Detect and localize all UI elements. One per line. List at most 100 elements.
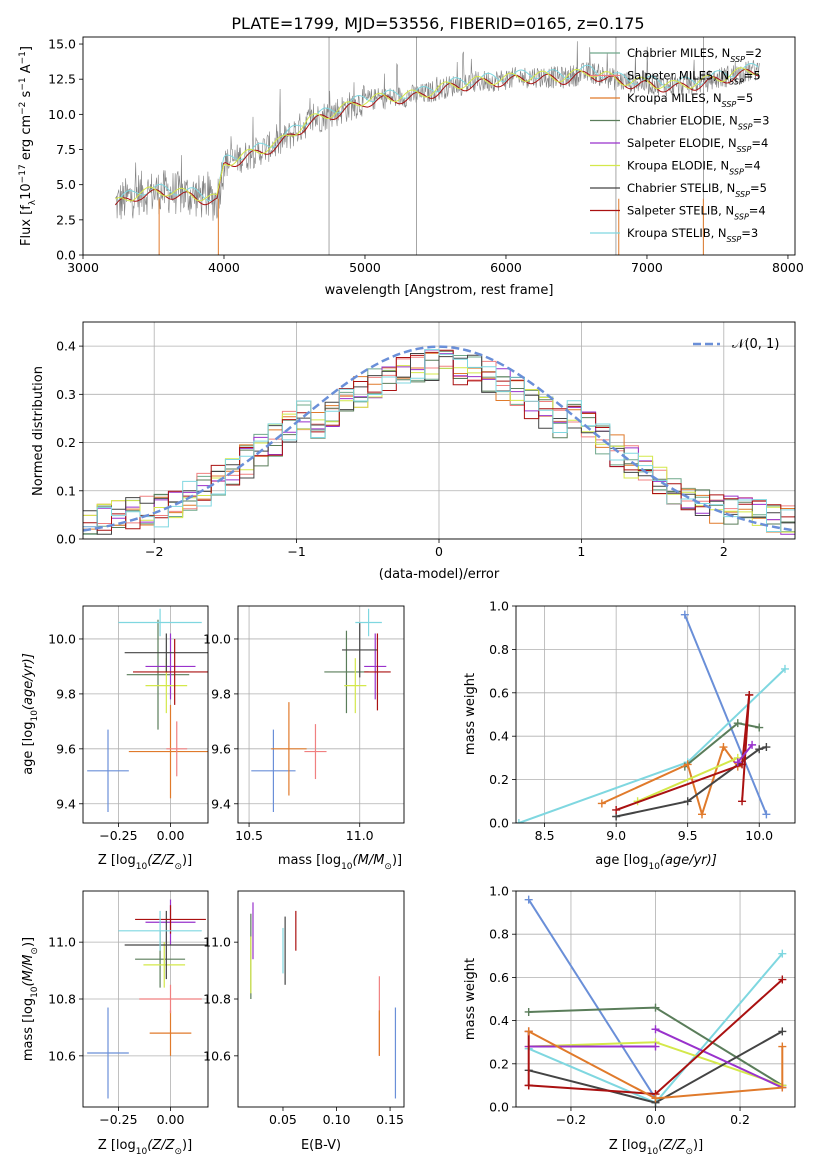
axes-frame [237,605,405,824]
weight-marker [651,1025,660,1034]
errorbar-point [251,729,296,813]
axes-frame [515,605,796,824]
y-tick-label: 10.8 [203,992,231,1007]
weight-marker [755,723,764,732]
axes-weight-vs-age: 8.5 9.0 9.5 10.0 0.0 0.2 0.4 0.6 0.8 1.0 age [log1… [463,599,796,872]
y-tick-label: 0.6 [489,970,509,985]
legend-label-text: Kroupa MILES, N [627,91,722,105]
x-tick-label: 0.05 [269,1112,297,1127]
weight-marker [762,810,771,819]
weight-marker [524,1007,533,1016]
legend-label-eq: =4 [751,136,768,150]
weight-marker [733,758,742,767]
y-axis-label: mass weight [463,958,478,1040]
weight-marker [719,743,728,752]
errorbar-point [135,905,206,934]
legend-label-eq: =4 [744,159,761,173]
errorbar-point [126,619,190,730]
legend-label-sub: SSP [729,167,744,176]
y-tick-label: 11.0 [203,935,231,950]
errorbar-point [364,633,391,711]
errorbar-point [118,608,202,637]
y-tick-label: 0.4 [56,339,76,354]
x-tick-label: 6000 [490,260,522,275]
y-axis-label-part: age [log [21,722,36,775]
y-axis-label-part: erg cm [19,115,34,164]
weight-series-line [615,694,751,811]
x-axis-label-part: (Z/Z [147,1138,175,1153]
axes-frame [82,605,209,824]
y-axis-label: Normed distribution [31,366,46,496]
x-axis-label: Z [log10(Z/Z⊙)] [98,853,192,872]
weight-series-line [655,1028,783,1089]
x-tick-label: 0.15 [376,1112,404,1127]
y-axis-label-part: 10 [19,183,34,200]
x-axis-label-part: Z [log [98,1138,136,1153]
y-tick-label: 0.6 [489,685,509,700]
y-tick-label: 9.4 [56,796,76,811]
y-tick-label: 9.4 [211,796,231,811]
y-tick-label: 9.6 [211,741,231,756]
weight-marker [651,1094,660,1103]
x-tick-label: 5000 [349,260,381,275]
x-axis-label-part: 10 [648,862,660,872]
errorbar-point [271,702,307,796]
legend-label-sub: SSP [729,77,744,86]
y-tick-label: 9.8 [211,686,231,701]
weight-marker [612,805,621,814]
weight-marker [524,1081,533,1090]
weight-marker [778,975,787,984]
x-axis-label-part: )] [693,1138,703,1153]
x-axis-label: mass [log10(M/M⊙)] [278,853,402,872]
legend-label-sub: SSP [734,212,749,221]
weight-marker [516,819,523,823]
axes-frame [237,890,405,1108]
errorbar-point [133,638,208,705]
weight-marker [748,740,757,749]
x-axis-label: Z [log10(Z/Z⊙)] [609,1138,703,1157]
plot-area [238,606,404,823]
weight-series-line [615,746,767,818]
x-tick-label: 0.10 [323,1112,351,1127]
y-axis-label-part: s [19,90,34,101]
axes-weight-vs-Z: −0.2 0.0 0.2 0.0 0.2 0.4 0.6 0.8 1.0 Z [log10(Z/Z… [463,884,796,1157]
weight-series-line [737,744,753,763]
x-axis-label: wavelength [Angstrom, rest frame] [325,283,554,298]
legend-label: Salpeter STELIB, NSSP=4 [627,204,766,222]
histogram-series [83,349,795,532]
weight-series-line [637,756,739,803]
y-tick-label: 0.2 [489,772,509,787]
x-tick-label: 0.0 [646,1112,666,1127]
x-tick-label: −2 [145,544,163,559]
weight-marker [778,1083,787,1092]
x-axis-label-part: (M/M [353,853,385,868]
legend-label-text: Salpeter MILES, N [627,69,729,83]
weight-marker [651,1003,660,1012]
y-tick-label: 0.8 [489,642,509,657]
weight-marker [597,799,606,808]
x-tick-label: −0.25 [99,1112,137,1127]
x-axis-label-part: )] [182,1138,192,1153]
plot-area [516,891,795,1107]
x-axis-label-part: ⊙ [174,862,182,872]
x-axis-label-part: ⊙ [174,1147,182,1157]
legend-label: Chabrier STELIB, NSSP=5 [627,181,767,199]
x-axis-label-part: 10 [647,1147,659,1157]
y-tick-label: 0.8 [489,927,509,942]
axes-frame [82,890,209,1108]
legend-label: Salpeter ELODIE, NSSP=4 [627,136,768,154]
y-tick-label: 0.0 [489,816,509,831]
errorbar-point [166,721,188,777]
y-axis-label-part: 10 [30,986,40,998]
legend-label-text: Salpeter ELODIE, N [627,136,737,150]
normal-curve [83,345,795,532]
x-axis-label-part: ⊙ [384,862,392,872]
legend-label-eq: =5 [736,91,753,105]
errorbar-point [128,704,208,799]
x-axis-label-part: (Z/Z [147,853,175,868]
y-tick-label: 1.0 [489,884,509,899]
weight-marker [778,1027,787,1036]
y-tick-label: 10.6 [48,1048,76,1063]
errorbar-point [118,910,202,951]
